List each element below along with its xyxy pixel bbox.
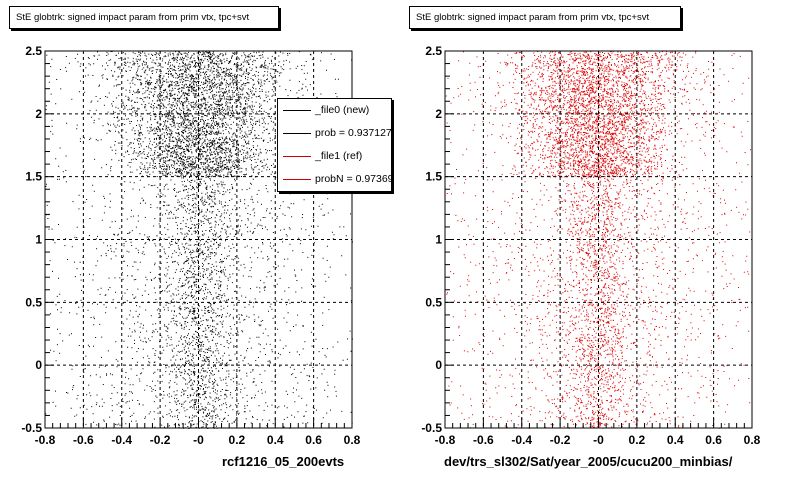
right-plot-title: StE globtrk: signed impact param from pr… bbox=[409, 6, 681, 29]
x-tick-label: 0.6 bbox=[705, 433, 722, 447]
x-tick-label: 0.6 bbox=[305, 433, 322, 447]
x-tick-label: 0.8 bbox=[744, 433, 761, 447]
left-pad: -0.8 -0.6 -0.4 -0.2 -0 0.2 0.4 0.6 0.8 -0.5 0 0.5 1 1… bbox=[9, 6, 392, 469]
y-tick-label: 1 bbox=[35, 233, 42, 247]
x-tick-label: -0.4 bbox=[111, 433, 132, 447]
left-scatter-plot: -0.8 -0.6 -0.4 -0.2 -0 0.2 0.4 0.6 0.8 -0.5 0 0.5 1 1… bbox=[21, 44, 360, 447]
tick-labels: -0.8 -0.6 -0.4 -0.2 -0 0.2 0.4 0.6 0.8 -0.5 0 0.5 1 1… bbox=[21, 44, 360, 447]
axes-ticks bbox=[44, 50, 353, 429]
legend-label-file0: _file0 (new) bbox=[315, 104, 370, 116]
x-tick-label: -0.6 bbox=[73, 433, 94, 447]
tick-labels: -0.8 -0.6 -0.4 -0.2 -0 0.2 0.4 0.6 0.8 -0.5 0 0.5 1 1… bbox=[421, 44, 760, 447]
y-tick-label: -0.5 bbox=[21, 421, 42, 435]
x-tick-label: 0.8 bbox=[344, 433, 361, 447]
y-tick-label: 2.5 bbox=[425, 44, 442, 58]
x-tick-label: 0.2 bbox=[629, 433, 646, 447]
y-tick-label: 2 bbox=[35, 107, 42, 121]
y-tick-label: 1.5 bbox=[425, 170, 442, 184]
x-tick-label: -0.4 bbox=[511, 433, 532, 447]
y-tick-label: 0.5 bbox=[25, 295, 42, 309]
grid bbox=[445, 51, 752, 428]
right-x-axis-title: dev/trs_sl302/Sat/year_2005/cucu200_minb… bbox=[444, 454, 733, 469]
axes-ticks bbox=[444, 50, 753, 429]
x-tick-label: -0.8 bbox=[435, 433, 456, 447]
x-tick-label: 0.4 bbox=[667, 433, 684, 447]
y-tick-label: 0 bbox=[35, 358, 42, 372]
legend-line-prob bbox=[283, 133, 311, 134]
x-tick-label: -0 bbox=[593, 433, 604, 447]
y-tick-label: 0 bbox=[435, 358, 442, 372]
legend-entry-prob: prob = 0.937127 bbox=[278, 122, 392, 145]
scatter-points bbox=[45, 51, 353, 429]
legend: _file0 (new) prob = 0.937127 _file1 (ref… bbox=[277, 98, 392, 192]
legend-line-probn bbox=[283, 179, 311, 180]
y-tick-label: 2 bbox=[435, 107, 442, 121]
legend-line-file0 bbox=[283, 110, 311, 111]
x-tick-label: -0 bbox=[193, 433, 204, 447]
right-scatter-plot: -0.8 -0.6 -0.4 -0.2 -0 0.2 0.4 0.6 0.8 -0.5 0 0.5 1 1… bbox=[421, 44, 760, 447]
x-tick-label: -0.2 bbox=[550, 433, 571, 447]
legend-entry-probn: probN = 0.973699 bbox=[278, 168, 392, 191]
y-tick-label: 1.5 bbox=[25, 170, 42, 184]
left-plot-title: StE globtrk: signed impact param from pr… bbox=[9, 6, 279, 29]
x-tick-label: 0.4 bbox=[267, 433, 284, 447]
x-tick-label: -0.8 bbox=[35, 433, 56, 447]
legend-label-file1: _file1 (ref) bbox=[315, 150, 363, 162]
left-x-axis-title: rcf1216_05_200evts bbox=[222, 454, 345, 469]
y-tick-label: 2.5 bbox=[25, 44, 42, 58]
legend-line-file1 bbox=[283, 156, 311, 157]
legend-entry-file0: _file0 (new) bbox=[278, 99, 391, 122]
x-tick-label: -0.6 bbox=[473, 433, 494, 447]
scatter-markers bbox=[45, 51, 353, 429]
legend-entry-file1: _file1 (ref) bbox=[278, 145, 391, 168]
y-tick-label: 0.5 bbox=[425, 295, 442, 309]
legend-label-probn: probN = 0.973699 bbox=[315, 173, 392, 185]
y-tick-label: 1 bbox=[435, 233, 442, 247]
grid bbox=[45, 51, 352, 428]
x-tick-label: 0.2 bbox=[229, 433, 246, 447]
legend-label-prob: prob = 0.937127 bbox=[315, 127, 392, 139]
x-tick-label: -0.2 bbox=[150, 433, 171, 447]
right-pad: -0.8 -0.6 -0.4 -0.2 -0 0.2 0.4 0.6 0.8 -0.5 0 0.5 1 1… bbox=[400, 0, 800, 480]
y-tick-label: -0.5 bbox=[421, 421, 442, 435]
